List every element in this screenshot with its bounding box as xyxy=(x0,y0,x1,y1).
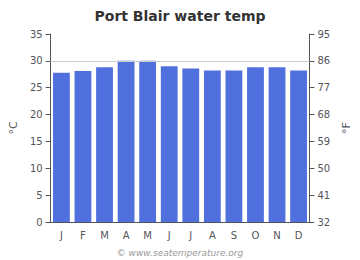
svg-text:J: J xyxy=(59,230,63,241)
svg-text:A: A xyxy=(123,230,130,241)
svg-text:D: D xyxy=(295,230,303,241)
svg-text:°C: °C xyxy=(7,121,20,135)
svg-text:N: N xyxy=(273,230,280,241)
svg-text:95: 95 xyxy=(317,29,330,40)
svg-text:S: S xyxy=(231,230,237,241)
svg-text:32: 32 xyxy=(317,217,330,228)
svg-text:M: M xyxy=(143,230,152,241)
svg-text:Port Blair water temp: Port Blair water temp xyxy=(95,8,266,24)
svg-text:A: A xyxy=(209,230,216,241)
svg-text:30: 30 xyxy=(30,55,43,66)
svg-text:J: J xyxy=(188,230,192,241)
svg-text:© www.seatemperature.org: © www.seatemperature.org xyxy=(117,248,244,258)
svg-text:10: 10 xyxy=(30,163,43,174)
svg-text:°F: °F xyxy=(340,122,353,134)
svg-text:15: 15 xyxy=(30,136,43,147)
svg-text:O: O xyxy=(252,230,260,241)
svg-text:86: 86 xyxy=(317,55,330,66)
svg-text:0: 0 xyxy=(36,217,42,228)
svg-text:68: 68 xyxy=(317,109,330,120)
svg-text:77: 77 xyxy=(317,82,330,93)
svg-text:59: 59 xyxy=(317,136,330,147)
svg-text:J: J xyxy=(167,230,171,241)
svg-text:35: 35 xyxy=(30,29,43,40)
svg-text:20: 20 xyxy=(30,109,43,120)
svg-text:M: M xyxy=(100,230,109,241)
svg-text:41: 41 xyxy=(317,190,330,201)
svg-text:F: F xyxy=(80,230,86,241)
svg-text:5: 5 xyxy=(36,190,42,201)
svg-text:25: 25 xyxy=(30,82,43,93)
svg-text:50: 50 xyxy=(317,163,330,174)
